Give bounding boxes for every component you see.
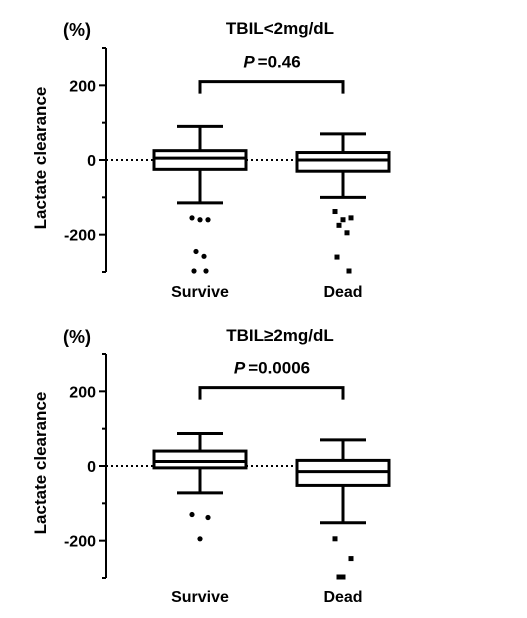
x-category-label: Survive bbox=[171, 284, 229, 301]
y-tick-label: 200 bbox=[69, 384, 96, 401]
interquartile-box bbox=[152, 449, 248, 470]
p-symbol: P bbox=[234, 359, 246, 378]
outlier-point bbox=[332, 209, 338, 215]
outlier-point bbox=[340, 574, 346, 580]
x-category-label: Dead bbox=[323, 589, 362, 606]
outlier-point bbox=[340, 217, 346, 223]
outlier-point bbox=[191, 268, 197, 274]
outlier-point bbox=[336, 574, 342, 580]
significance-bracket bbox=[198, 80, 345, 94]
y-tick-label: 0 bbox=[87, 153, 96, 170]
significance-bracket bbox=[198, 386, 345, 400]
chart-title: TBIL<2mg/dL bbox=[226, 19, 334, 38]
outlier-point bbox=[193, 248, 199, 255]
outlier-point bbox=[201, 253, 207, 259]
outlier-point bbox=[348, 556, 354, 562]
outlier-point bbox=[197, 536, 203, 542]
box-survive bbox=[152, 124, 248, 274]
outlier-point bbox=[346, 268, 352, 274]
p-value: =0.0006 bbox=[248, 359, 310, 378]
y-tick-label: 0 bbox=[87, 459, 96, 476]
p-value-label: P =0.46 bbox=[243, 53, 300, 72]
box-dead bbox=[295, 132, 391, 274]
outlier-point bbox=[205, 514, 211, 521]
chart-panel-1: TBIL<2mg/dL (%) Lactate clearance 200 0 -200 S… bbox=[31, 19, 391, 301]
outlier-point bbox=[189, 511, 195, 518]
box-survive bbox=[152, 432, 248, 542]
p-value: =0.46 bbox=[258, 53, 301, 72]
y-unit-label: (%) bbox=[63, 327, 91, 347]
y-tick-label: -200 bbox=[64, 228, 96, 245]
p-symbol: P bbox=[243, 53, 255, 72]
chart-panel-2: TBIL≥2mg/dL (%) Lactate clearance 200 0 -200 S… bbox=[31, 326, 391, 606]
chart-title: TBIL≥2mg/dL bbox=[226, 326, 334, 345]
y-axis-label: Lactate clearance bbox=[31, 87, 50, 230]
outlier-point bbox=[348, 215, 354, 221]
outlier-point bbox=[336, 222, 342, 228]
outlier-point bbox=[344, 230, 350, 236]
x-category-label: Survive bbox=[171, 589, 229, 606]
y-axis-label: Lactate clearance bbox=[31, 392, 50, 535]
box-dead bbox=[295, 438, 391, 580]
outlier-point bbox=[197, 217, 203, 223]
y-tick-label: 200 bbox=[69, 78, 96, 95]
y-tick-label: -200 bbox=[64, 534, 96, 551]
y-unit-label: (%) bbox=[63, 20, 91, 40]
outlier-point bbox=[205, 217, 211, 223]
x-category-label: Dead bbox=[323, 284, 362, 301]
p-value-label: P =0.0006 bbox=[234, 359, 310, 378]
outlier-point bbox=[189, 215, 195, 221]
interquartile-box bbox=[295, 151, 391, 173]
outlier-point bbox=[203, 268, 209, 274]
interquartile-box bbox=[152, 149, 248, 171]
outlier-point bbox=[332, 536, 338, 542]
outlier-point bbox=[334, 254, 340, 260]
